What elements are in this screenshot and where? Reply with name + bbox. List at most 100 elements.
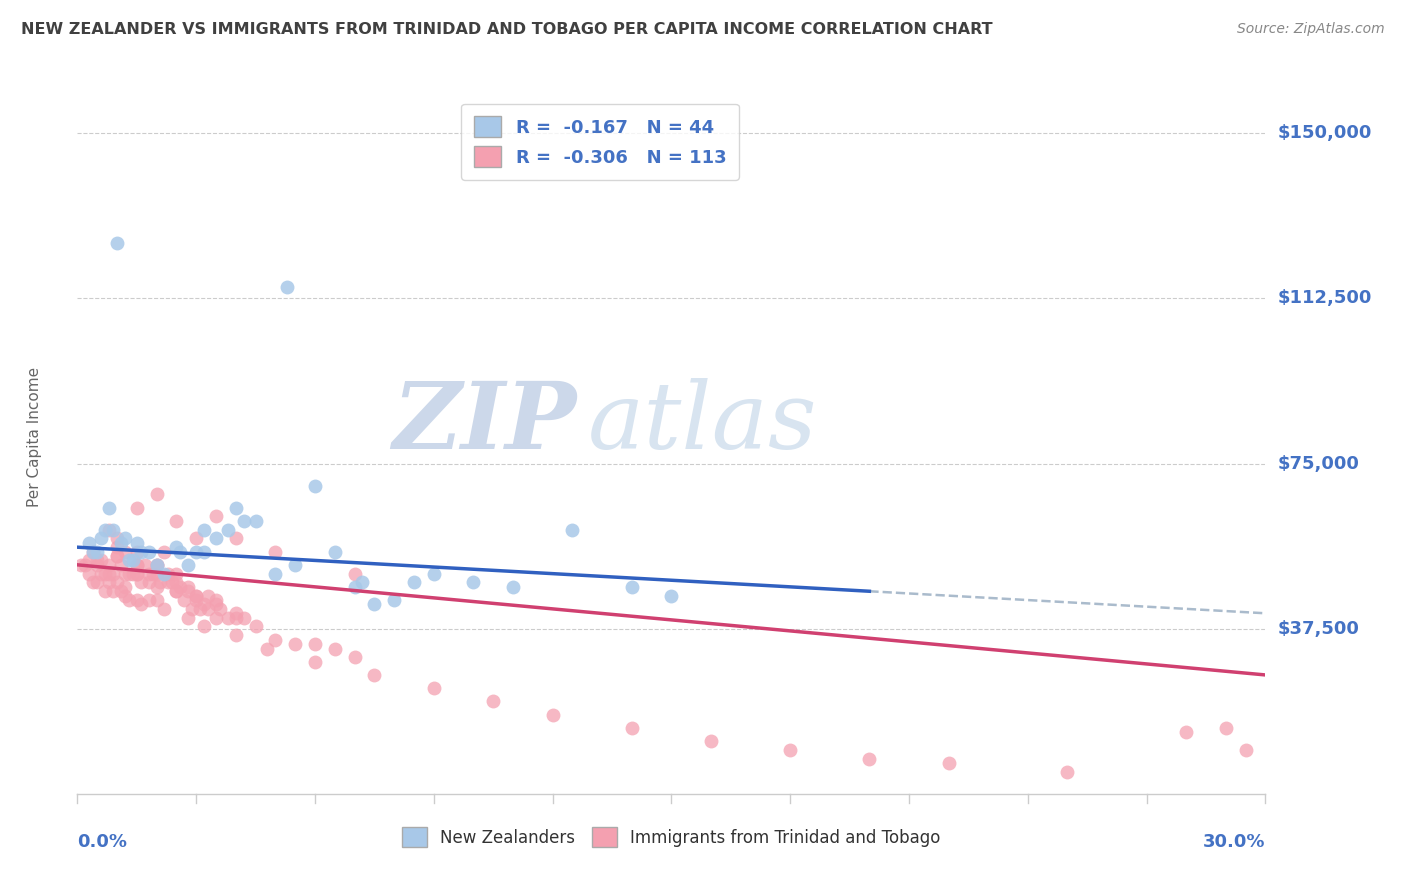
Point bbox=[82, 544, 104, 558]
Point bbox=[423, 566, 446, 581]
Point bbox=[264, 632, 287, 647]
Text: ZIP: ZIP bbox=[392, 378, 576, 467]
Point bbox=[98, 566, 121, 581]
Point bbox=[77, 536, 100, 550]
Point bbox=[125, 566, 148, 581]
Point bbox=[86, 575, 108, 590]
Point bbox=[86, 558, 108, 572]
Point bbox=[217, 610, 239, 624]
Point bbox=[121, 566, 143, 581]
Point bbox=[208, 602, 231, 616]
Point bbox=[177, 558, 200, 572]
Point bbox=[284, 637, 307, 651]
Point bbox=[153, 544, 176, 558]
Point bbox=[105, 236, 128, 251]
Point bbox=[121, 553, 143, 567]
Point bbox=[125, 558, 148, 572]
Point bbox=[402, 575, 425, 590]
Point bbox=[145, 558, 167, 572]
Point bbox=[205, 598, 228, 612]
Point bbox=[284, 558, 307, 572]
Point bbox=[304, 655, 326, 669]
Point bbox=[101, 584, 124, 599]
Point bbox=[193, 619, 215, 633]
Point bbox=[98, 575, 121, 590]
Point bbox=[145, 558, 167, 572]
Point bbox=[232, 514, 254, 528]
Point bbox=[149, 575, 172, 590]
Point bbox=[125, 566, 148, 581]
Point bbox=[110, 584, 132, 599]
Point bbox=[197, 589, 219, 603]
Point bbox=[138, 593, 160, 607]
Point bbox=[125, 593, 148, 607]
Point bbox=[114, 566, 136, 581]
Point bbox=[186, 532, 208, 546]
Point bbox=[363, 668, 385, 682]
Point bbox=[138, 566, 160, 581]
Point bbox=[343, 566, 366, 581]
Point bbox=[225, 628, 247, 642]
Point bbox=[343, 650, 366, 665]
Point bbox=[86, 553, 108, 567]
Point bbox=[142, 566, 165, 581]
Point bbox=[186, 544, 208, 558]
Point bbox=[118, 566, 141, 581]
Point bbox=[138, 575, 160, 590]
Text: 0.0%: 0.0% bbox=[77, 833, 128, 851]
Point bbox=[363, 598, 385, 612]
Point bbox=[193, 523, 215, 537]
Point bbox=[304, 478, 326, 492]
Text: NEW ZEALANDER VS IMMIGRANTS FROM TRINIDAD AND TOBAGO PER CAPITA INCOME CORRELATI: NEW ZEALANDER VS IMMIGRANTS FROM TRINIDA… bbox=[21, 22, 993, 37]
Point bbox=[205, 532, 228, 546]
Point bbox=[114, 544, 136, 558]
Point bbox=[858, 751, 880, 765]
Point bbox=[90, 532, 112, 546]
Point bbox=[129, 598, 152, 612]
Point bbox=[114, 532, 136, 546]
Point bbox=[70, 558, 93, 572]
Point bbox=[129, 544, 152, 558]
Point bbox=[620, 580, 643, 594]
Point bbox=[173, 593, 195, 607]
Point bbox=[186, 593, 208, 607]
Point bbox=[110, 536, 132, 550]
Point bbox=[232, 610, 254, 624]
Point bbox=[105, 549, 128, 563]
Point bbox=[105, 532, 128, 546]
Point bbox=[1175, 725, 1198, 739]
Point bbox=[165, 514, 187, 528]
Point bbox=[114, 589, 136, 603]
Point bbox=[165, 540, 187, 554]
Point bbox=[77, 566, 100, 581]
Point bbox=[186, 589, 208, 603]
Point bbox=[157, 575, 180, 590]
Point bbox=[264, 544, 287, 558]
Point bbox=[105, 575, 128, 590]
Point bbox=[205, 610, 228, 624]
Point bbox=[94, 584, 117, 599]
Point bbox=[225, 607, 247, 621]
Point bbox=[205, 509, 228, 524]
Point bbox=[304, 637, 326, 651]
Text: $75,000: $75,000 bbox=[1277, 455, 1360, 473]
Point bbox=[125, 544, 148, 558]
Point bbox=[153, 566, 176, 581]
Point bbox=[276, 280, 298, 294]
Point bbox=[779, 743, 801, 757]
Point bbox=[620, 721, 643, 735]
Point bbox=[90, 553, 112, 567]
Point bbox=[217, 523, 239, 537]
Point bbox=[105, 549, 128, 563]
Point bbox=[256, 641, 278, 656]
Point bbox=[193, 544, 215, 558]
Point bbox=[181, 602, 204, 616]
Point bbox=[145, 558, 167, 572]
Point bbox=[157, 566, 180, 581]
Point bbox=[134, 558, 156, 572]
Point bbox=[94, 523, 117, 537]
Text: Per Capita Income: Per Capita Income bbox=[27, 367, 42, 508]
Point bbox=[118, 593, 141, 607]
Point bbox=[1215, 721, 1237, 735]
Point bbox=[101, 566, 124, 581]
